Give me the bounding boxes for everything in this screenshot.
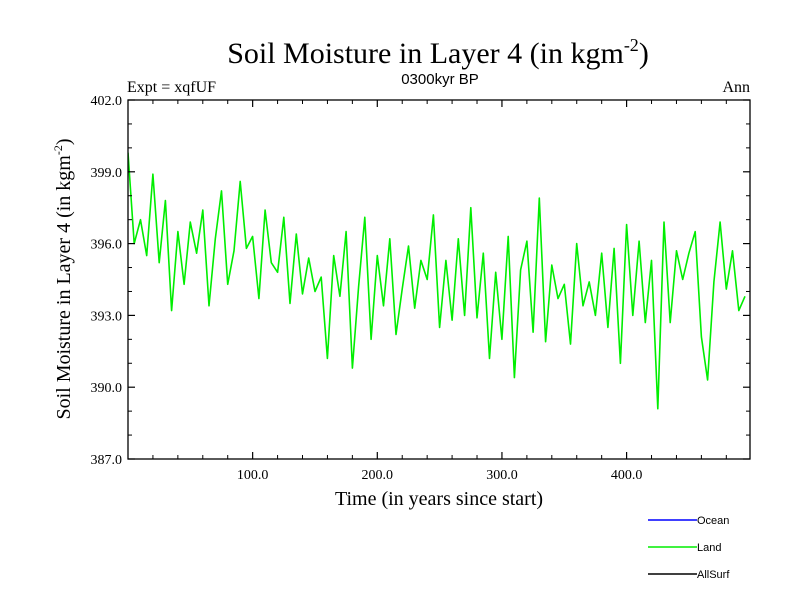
- y-tick-label: 387.0: [91, 453, 123, 468]
- x-axis: 100.0 200.0 300.0 400.0: [152, 100, 727, 483]
- y-axis-title: Soil Moisture in Layer 4 (in kgm-2): [51, 138, 75, 419]
- legend-label: Ocean: [697, 515, 729, 527]
- y-tick-label: 390.0: [91, 381, 123, 396]
- chart-header: Soil Moisture in Layer 4 (in kgm-2) 0300…: [127, 35, 750, 96]
- legend-label: Land: [697, 542, 721, 554]
- season-label: Ann: [722, 79, 750, 96]
- plot-frame: [127, 99, 751, 460]
- y-tick-label: 399.0: [91, 166, 123, 181]
- experiment-label: Expt = xqfUF: [127, 79, 216, 96]
- chart-subtitle: 0300kyr BP: [401, 71, 479, 88]
- y-axis: 387.0 390.0 393.0 396.0 399.0 402.0: [91, 94, 750, 468]
- x-tick-label: 200.0: [362, 468, 394, 483]
- x-tick-label: 400.0: [611, 468, 643, 483]
- y-tick-label: 402.0: [91, 94, 123, 109]
- y-tick-label: 393.0: [91, 309, 123, 324]
- chart-title: Soil Moisture in Layer 4 (in kgm-2): [227, 35, 649, 70]
- y-tick-label: 396.0: [91, 238, 123, 253]
- x-axis-title: Time (in years since start): [335, 488, 543, 510]
- plot-area: [127, 99, 751, 460]
- x-tick-label: 100.0: [237, 468, 269, 483]
- legend: Ocean Land AllSurf: [648, 515, 730, 581]
- x-tick-label: 300.0: [486, 468, 518, 483]
- legend-label: AllSurf: [697, 569, 730, 581]
- land-series-line: [128, 152, 746, 410]
